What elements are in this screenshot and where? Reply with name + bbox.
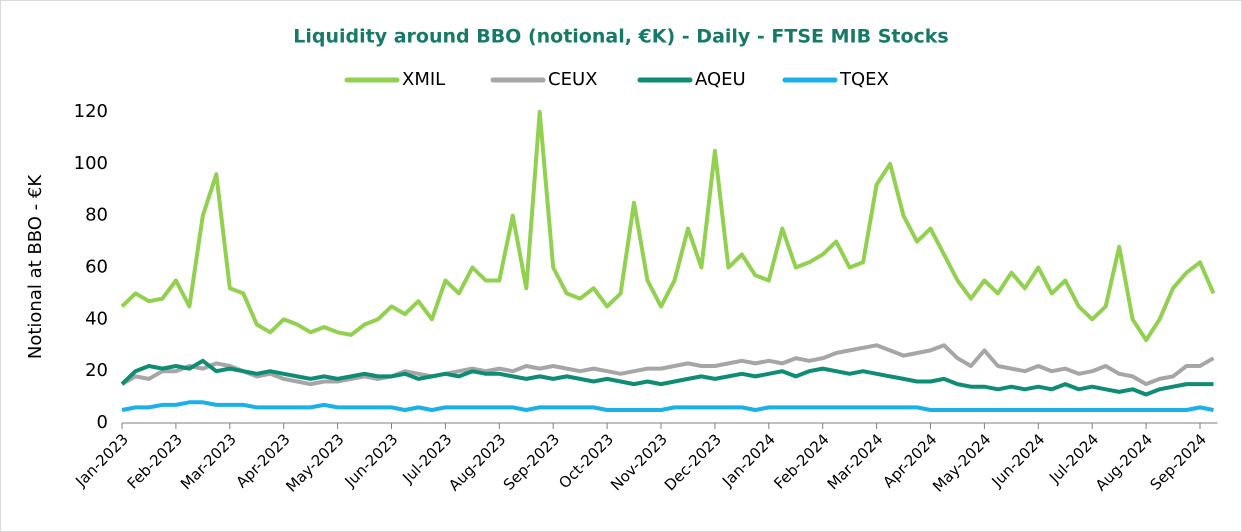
legend-label: CEUX xyxy=(548,69,597,90)
legend-label: TQEX xyxy=(839,69,889,90)
y-tick-label: 80 xyxy=(85,205,108,226)
y-tick-label: 0 xyxy=(97,412,108,433)
series-line xyxy=(120,358,1214,397)
y-tick-label: 20 xyxy=(85,360,108,381)
y-tick-label: 100 xyxy=(74,153,108,174)
series-line xyxy=(120,110,1216,343)
y-tick-label: 120 xyxy=(74,101,108,122)
series-line xyxy=(121,400,1214,412)
series-line xyxy=(121,343,1215,387)
y-tick-label: 40 xyxy=(85,308,108,329)
chart-title: Liquidity around BBO (notional, €K) - Da… xyxy=(293,26,948,48)
legend-label: XMIL xyxy=(402,69,445,90)
legend-label: AQEU xyxy=(695,69,746,90)
y-axis-label: Notional at BBO - €K xyxy=(25,174,46,359)
y-tick-label: 60 xyxy=(85,257,108,278)
